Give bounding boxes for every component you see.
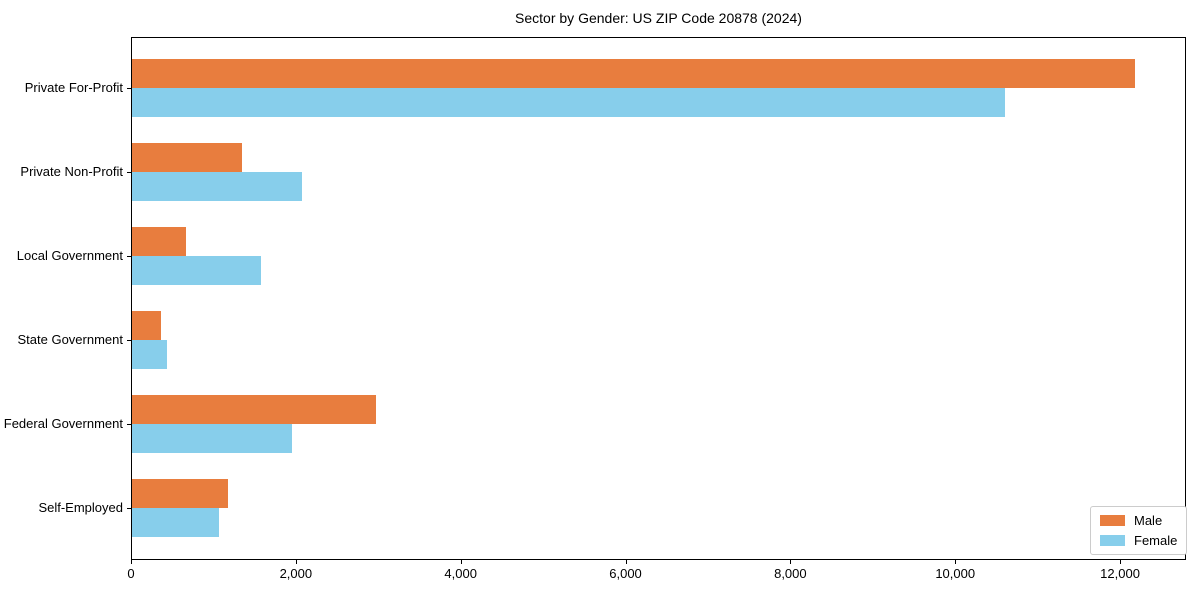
bar-female-private-for-profit <box>132 88 1005 117</box>
bar-male-state-government <box>132 311 161 340</box>
x-tick-label: 12,000 <box>1100 566 1140 581</box>
y-tick-mark <box>127 88 131 89</box>
bar-female-state-government <box>132 340 167 369</box>
x-tick-label: 8,000 <box>774 566 807 581</box>
x-tick-mark <box>790 560 792 564</box>
legend-label-male: Male <box>1134 513 1163 528</box>
y-tick-label: State Government <box>17 332 124 347</box>
bar-female-federal-government <box>132 424 292 453</box>
female-swatch <box>1100 535 1125 546</box>
x-tick-mark <box>295 560 297 564</box>
y-tick-mark <box>127 172 131 173</box>
y-tick-mark <box>127 508 131 509</box>
y-tick-mark <box>127 340 131 341</box>
bar-male-private-for-profit <box>132 59 1136 88</box>
legend-item-male: Male <box>1100 514 1177 527</box>
bar-female-local-government <box>132 256 261 285</box>
bar-female-self-employed <box>132 508 220 537</box>
x-tick-mark <box>625 560 627 564</box>
x-tick-mark <box>1120 560 1122 564</box>
legend-item-female: Female <box>1100 534 1177 547</box>
bar-female-private-non-profit <box>132 172 302 201</box>
legend: Male Female <box>1090 506 1188 555</box>
bar-male-local-government <box>132 227 186 256</box>
x-tick-label: 0 <box>127 566 135 581</box>
y-tick-label: Private For-Profit <box>24 80 123 95</box>
male-swatch <box>1100 515 1125 526</box>
y-tick-mark <box>127 424 131 425</box>
x-tick-mark <box>131 560 132 564</box>
bar-male-self-employed <box>132 479 228 508</box>
y-tick-label: Federal Government <box>3 416 123 431</box>
y-tick-label: Self-Employed <box>38 500 123 515</box>
legend-label-female: Female <box>1134 533 1178 548</box>
x-tick-mark <box>460 560 462 564</box>
x-tick-mark <box>955 560 957 564</box>
x-tick-label: 2,000 <box>279 566 313 581</box>
y-tick-label: Private Non-Profit <box>20 164 123 179</box>
bar-male-federal-government <box>132 395 376 424</box>
bar-male-private-non-profit <box>132 143 243 172</box>
x-tick-label: 4,000 <box>444 566 477 581</box>
y-tick-mark <box>127 256 131 257</box>
x-tick-label: 6,000 <box>609 566 642 581</box>
x-tick-label: 10,000 <box>935 566 976 581</box>
chart-title: Sector by Gender: US ZIP Code 20878 (202… <box>515 10 802 26</box>
plot-area <box>131 37 1186 560</box>
y-tick-label: Local Government <box>16 248 123 263</box>
